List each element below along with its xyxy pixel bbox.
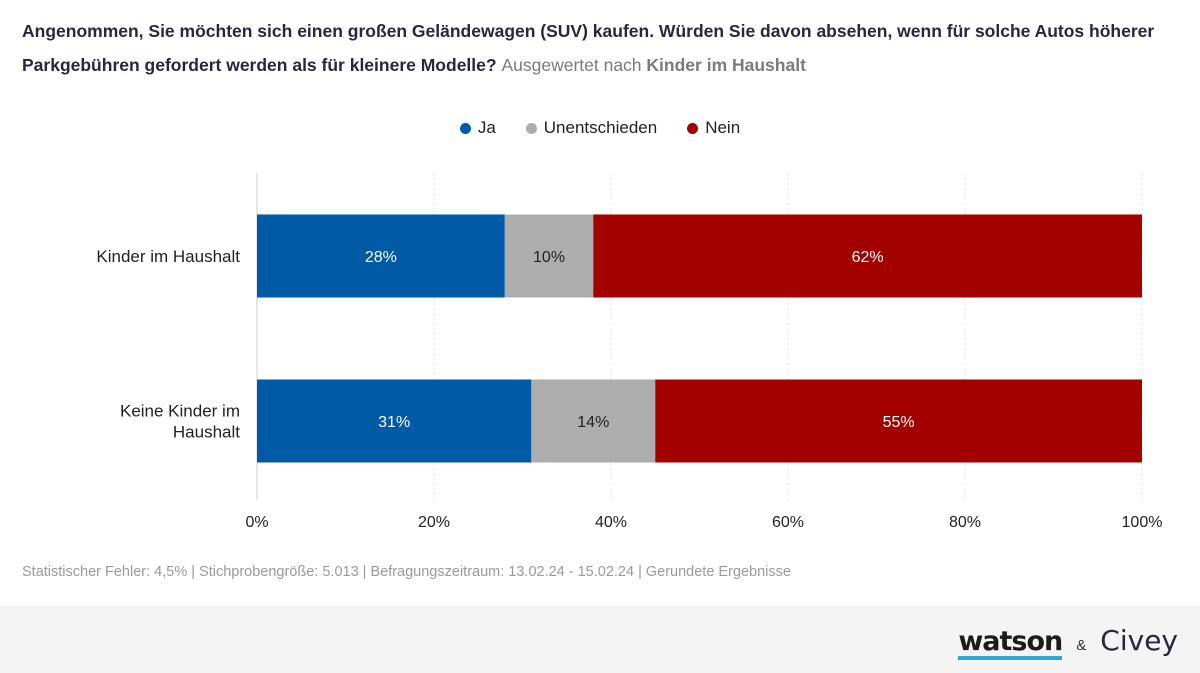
legend-dot-ja (459, 122, 471, 134)
bar-segment-ja-0 (257, 214, 505, 298)
y-category-label-line: Keine Kinder im (120, 402, 240, 421)
chart-title: Angenommen, Sie möchten sich einen große… (22, 14, 1182, 82)
x-tick-label-100: 100% (1122, 514, 1163, 531)
legend-label-nein: Nein (705, 118, 741, 137)
brand-ampersand: & (1076, 637, 1087, 654)
legend-dot-nein (687, 122, 699, 134)
watson-logo[interactable]: watson (958, 628, 1063, 660)
legend-item-ja[interactable]: Ja (459, 118, 496, 138)
legend-label-unentschieden: Unentschieden (543, 118, 658, 137)
x-tick-label-60: 60% (772, 514, 804, 531)
x-tick-label-20: 20% (418, 514, 450, 531)
legend-label-ja: Ja (477, 118, 496, 137)
y-category-label-0: Kinder im Haushalt (96, 247, 240, 266)
x-tick-label-0: 0% (245, 514, 268, 531)
data-label-ja-1: 31% (378, 414, 410, 431)
legend-item-nein[interactable]: Nein (687, 118, 740, 138)
x-tick-label-40: 40% (595, 514, 627, 531)
data-label-nein-0: 62% (852, 249, 884, 266)
breakdown-variable: Kinder im Haushalt (646, 55, 806, 75)
bar-segment-nein-1 (655, 379, 1142, 463)
footer-note: Statistischer Fehler: 4,5% | Stichproben… (22, 564, 791, 580)
legend-dot-unentschieden (525, 122, 537, 134)
breakdown-prefix: Ausgewertet nach (501, 55, 642, 75)
bar-segment-nein-0 (593, 214, 1142, 298)
data-label-unentschieden-0: 10% (533, 249, 565, 266)
legend-item-unentschieden[interactable]: Unentschieden (525, 118, 658, 138)
y-category-label-1: Keine Kinder im Haushalt (120, 402, 240, 442)
legend: Ja Unentschieden Nein (0, 118, 1200, 138)
brand-logos: watson & Civey (958, 624, 1178, 660)
x-tick-label-80: 80% (949, 514, 981, 531)
stacked-bar-chart: 0% 20% 40% 60% 80% 100% Kinder im Haushalt Kein… (96, 173, 1163, 531)
bar-segment-unentschieden-1 (531, 379, 656, 463)
data-label-nein-1: 55% (883, 414, 915, 431)
data-label-ja-0: 28% (365, 249, 397, 266)
data-label-unentschieden-1: 14% (577, 414, 609, 431)
y-category-label-line: Haushalt (173, 423, 240, 442)
question-text: Angenommen, Sie möchten sich einen große… (22, 21, 1155, 75)
bar-segment-ja-1 (257, 379, 532, 463)
bar-segment-unentschieden-0 (504, 214, 594, 298)
y-category-label-line: Kinder im Haushalt (96, 247, 240, 266)
civey-logo[interactable]: Civey (1100, 624, 1178, 657)
footer-bar: watson & Civey (0, 606, 1200, 673)
